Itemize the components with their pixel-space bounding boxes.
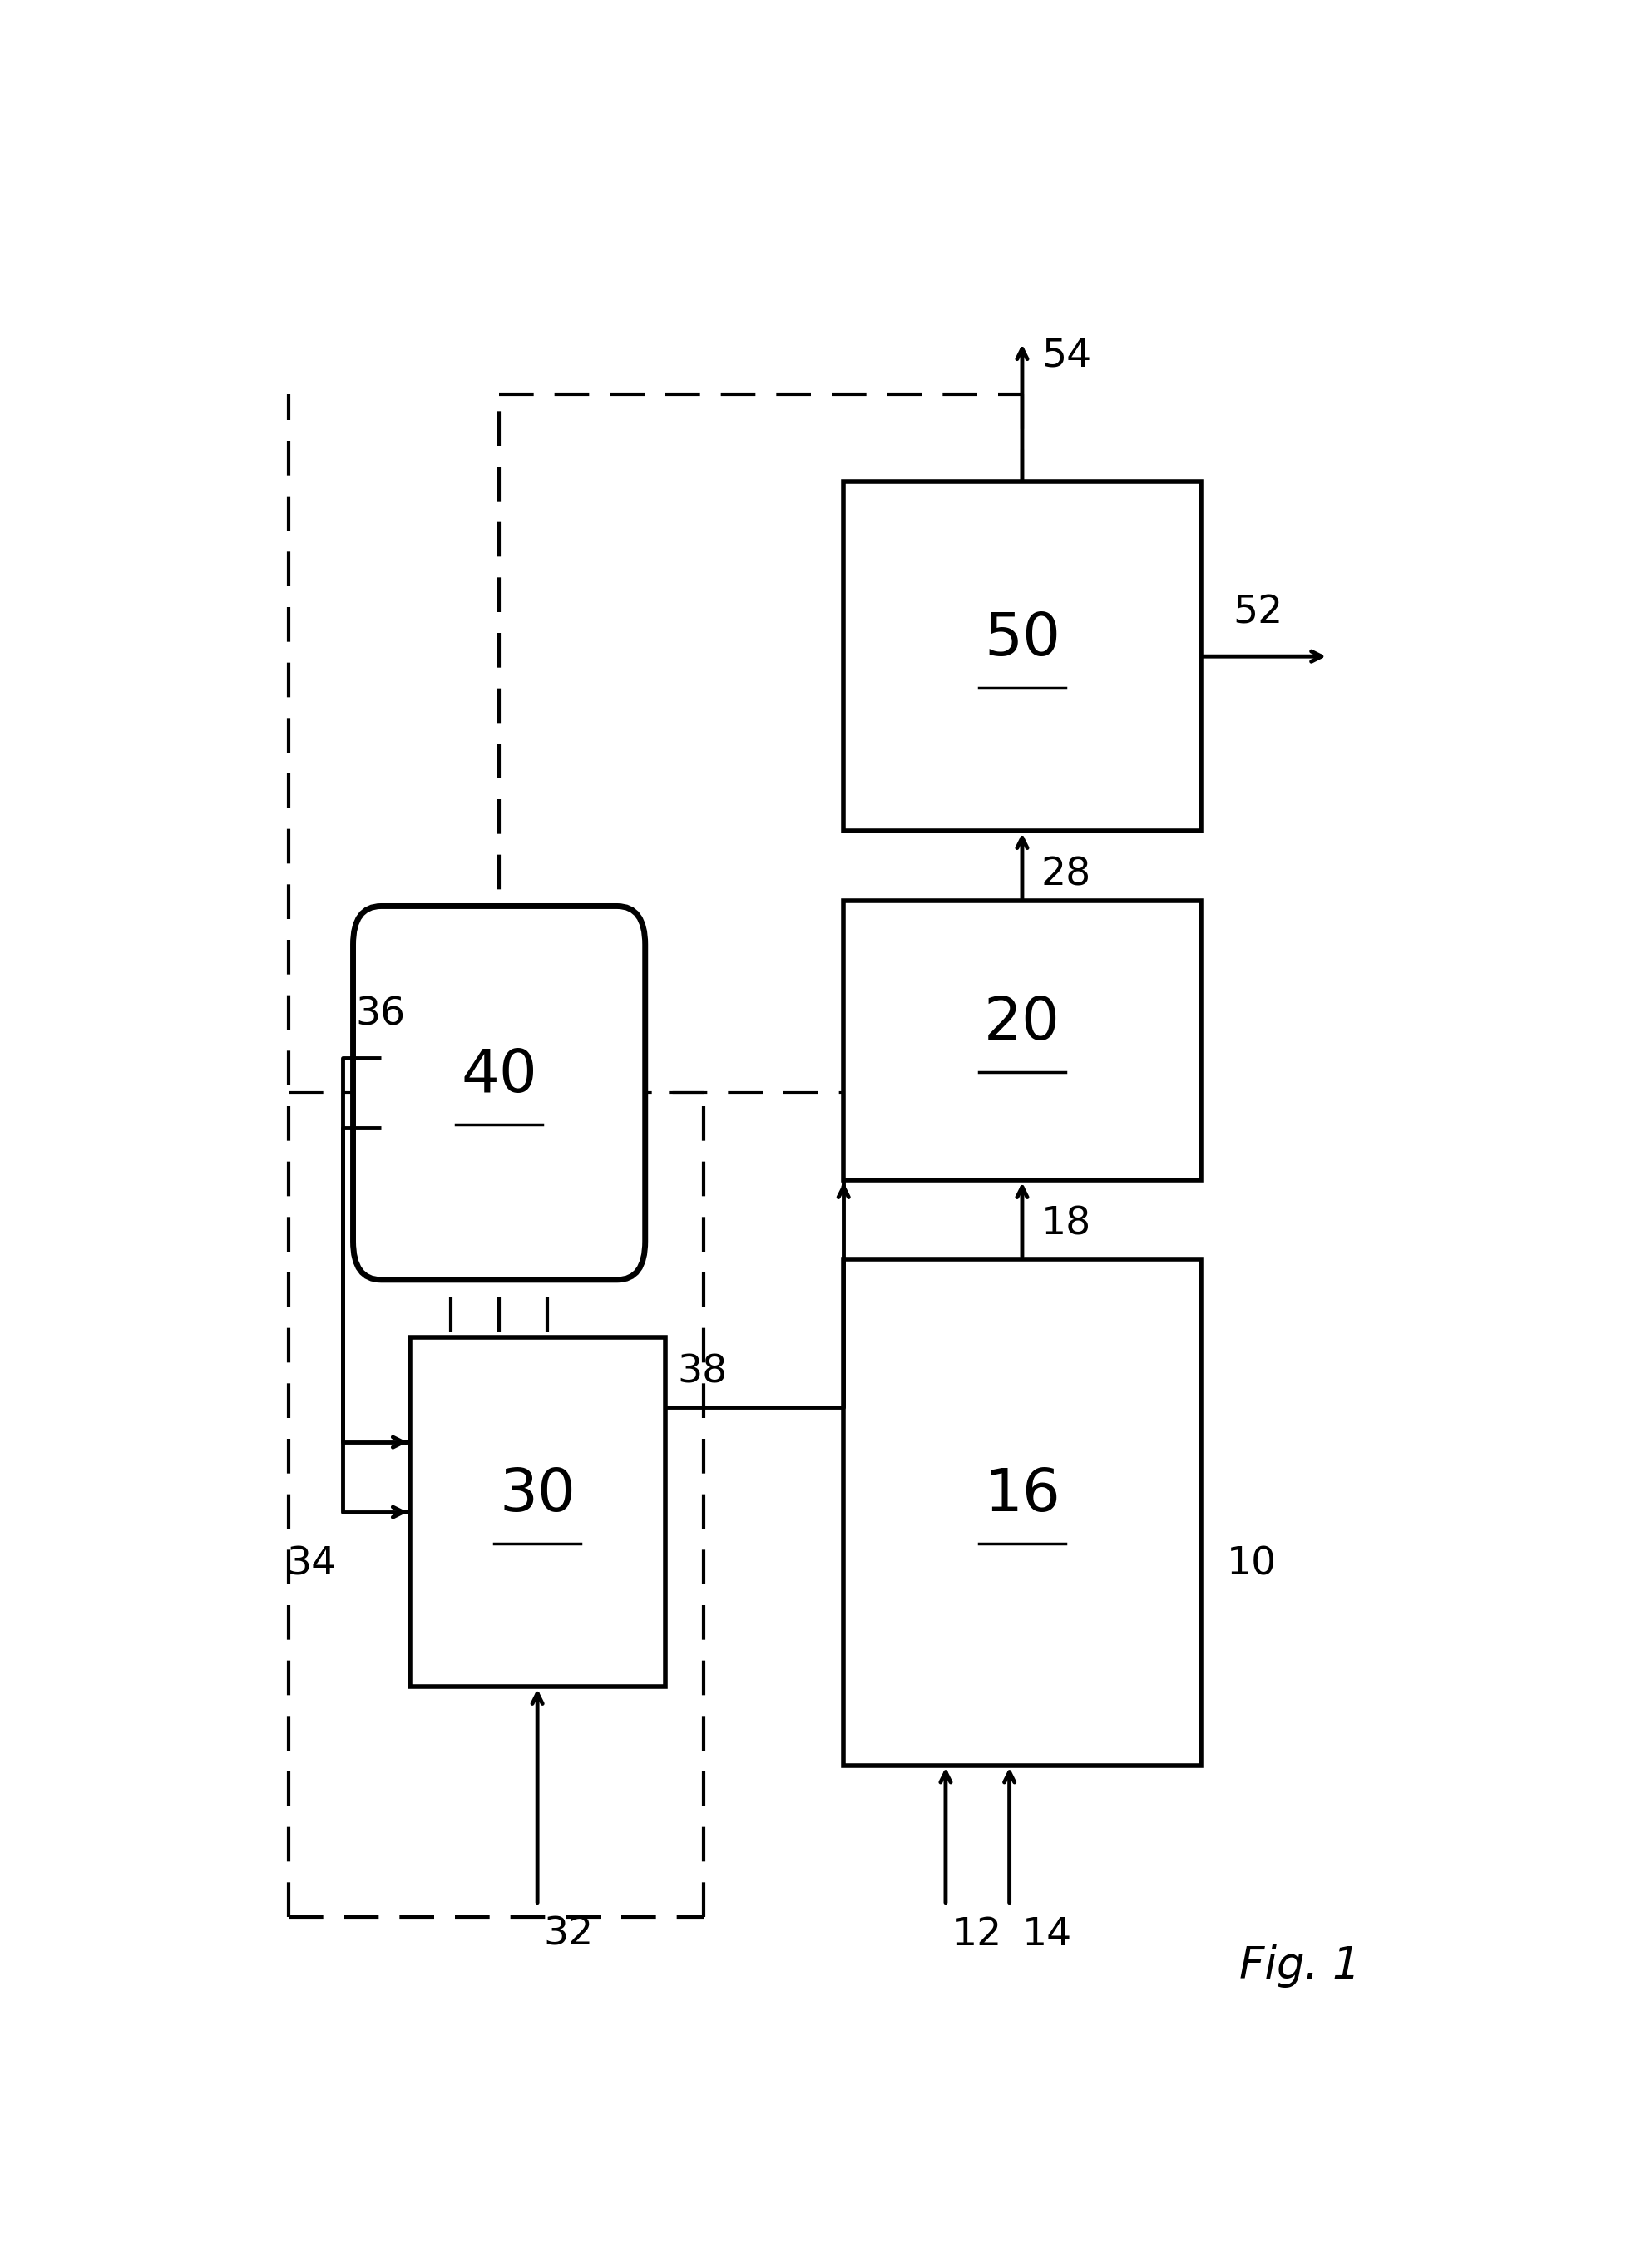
Bar	[844, 900, 1202, 1179]
Text: 12: 12	[951, 1916, 1002, 1953]
Text: 16: 16	[984, 1465, 1060, 1524]
Text: 38: 38	[678, 1354, 728, 1390]
Text: 10: 10	[1226, 1547, 1276, 1583]
FancyBboxPatch shape	[354, 907, 645, 1279]
Text: 20: 20	[984, 993, 1060, 1052]
Text: 50: 50	[984, 610, 1060, 667]
Text: 30: 30	[499, 1465, 576, 1524]
Text: 32: 32	[543, 1916, 594, 1953]
Bar	[844, 481, 1202, 830]
Text: 36: 36	[356, 996, 405, 1034]
Bar	[410, 1338, 665, 1687]
Text: 40: 40	[461, 1048, 537, 1105]
Text: Fig. 1: Fig. 1	[1239, 1944, 1360, 1987]
Bar	[844, 1259, 1202, 1765]
Text: 52: 52	[1233, 594, 1282, 631]
Text: 54: 54	[1042, 338, 1091, 374]
Text: 34: 34	[286, 1547, 336, 1583]
Text: 14: 14	[1022, 1916, 1072, 1953]
Text: 28: 28	[1042, 855, 1091, 894]
Text: 18: 18	[1042, 1204, 1091, 1243]
